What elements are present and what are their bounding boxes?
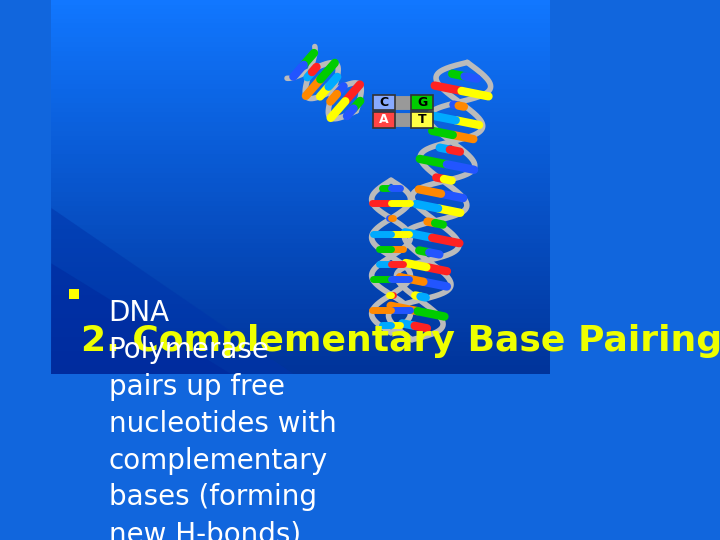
Text: T: T (418, 113, 426, 126)
Text: A: A (379, 113, 389, 126)
Text: C: C (379, 96, 389, 109)
Bar (51, 47, 551, 52)
Bar (51, 300, 551, 305)
Bar (51, 14, 551, 19)
Bar (51, 314, 551, 319)
Bar (51, 253, 551, 258)
Bar (51, 244, 551, 249)
Bar (51, 93, 551, 99)
Bar (51, 220, 551, 225)
Bar (51, 140, 551, 146)
Bar (51, 215, 551, 221)
Bar (51, 5, 551, 10)
Bar (51, 318, 551, 323)
Polygon shape (51, 264, 232, 374)
Bar (51, 272, 551, 277)
Bar (51, 295, 551, 300)
Bar (51, 356, 551, 361)
Bar (51, 258, 551, 263)
Bar (51, 154, 551, 160)
Bar (51, 211, 551, 216)
Bar (51, 276, 551, 281)
Bar (51, 98, 551, 104)
Bar (51, 290, 551, 295)
Bar (51, 112, 551, 118)
Bar (51, 197, 551, 202)
Bar (51, 150, 551, 155)
Bar (51, 65, 551, 71)
Bar (51, 159, 551, 165)
Bar (51, 103, 551, 109)
Bar (51, 33, 551, 38)
Bar (51, 328, 551, 333)
Bar (51, 145, 551, 151)
Bar (51, 107, 551, 113)
Bar (51, 332, 551, 338)
Bar (51, 187, 551, 193)
Bar (51, 192, 551, 197)
Bar (51, 79, 551, 85)
Bar (373, 95, 395, 110)
Bar (69, 289, 78, 299)
Bar (51, 51, 551, 57)
Bar (373, 112, 395, 127)
Bar (51, 23, 551, 29)
Bar (51, 131, 551, 137)
Bar (51, 84, 551, 90)
Bar (51, 28, 551, 33)
Bar (51, 168, 551, 174)
Bar (51, 370, 551, 375)
Bar (51, 230, 551, 235)
Bar (51, 173, 551, 179)
Text: DNA
Polymerase
pairs up free
nucleotides with
complementary
bases (forming
new H: DNA Polymerase pairs up free nucleotides… (109, 300, 336, 540)
Bar (51, 136, 551, 141)
Bar (51, 239, 551, 244)
Bar (411, 95, 433, 110)
Bar (51, 206, 551, 211)
Bar (51, 201, 551, 207)
Bar (51, 234, 551, 239)
Bar (51, 304, 551, 309)
Bar (51, 323, 551, 328)
Bar (51, 89, 551, 94)
Bar (51, 178, 551, 183)
Bar (51, 122, 551, 127)
Text: G: G (417, 96, 428, 109)
Bar (51, 9, 551, 15)
Bar (51, 117, 551, 123)
Bar (51, 309, 551, 314)
Bar (51, 19, 551, 24)
Bar (51, 37, 551, 43)
Bar (51, 56, 551, 62)
Bar (51, 164, 551, 169)
Bar (411, 112, 433, 127)
Bar (51, 262, 551, 267)
Bar (51, 281, 551, 286)
Bar (51, 70, 551, 76)
Polygon shape (51, 208, 294, 374)
Bar (51, 126, 551, 132)
Bar (51, 183, 551, 188)
Bar (51, 286, 551, 291)
Text: 2. Complementary Base Pairing: 2. Complementary Base Pairing (81, 323, 720, 357)
Bar (51, 365, 551, 370)
Bar (51, 248, 551, 253)
Bar (51, 267, 551, 272)
Bar (51, 337, 551, 342)
Bar (51, 61, 551, 66)
Bar (51, 75, 551, 80)
Bar (51, 225, 551, 230)
Bar (51, 42, 551, 48)
Bar (51, 346, 551, 352)
Bar (51, 351, 551, 356)
Bar (51, 0, 551, 5)
Bar (51, 342, 551, 347)
Bar (51, 360, 551, 366)
